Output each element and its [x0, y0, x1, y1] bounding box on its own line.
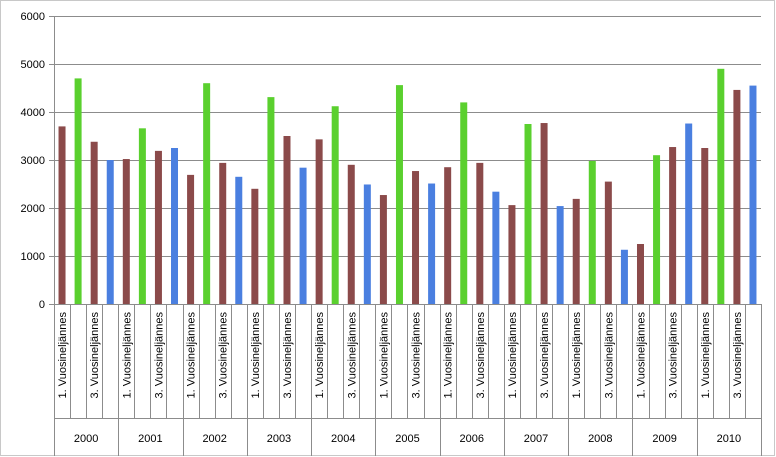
- quarter-label: 3. Vuosineljännes: [346, 312, 358, 399]
- bar-2004-q3: [347, 164, 355, 304]
- year-label: 2005: [395, 433, 419, 445]
- quarter-label: 1. Vuosineljännes: [186, 312, 198, 399]
- bar-2009-q3: [669, 147, 677, 304]
- bar-2007-q2: [524, 124, 532, 304]
- quarter-label: 3. Vuosineljännes: [668, 312, 680, 399]
- bar-2001-q3: [154, 150, 162, 304]
- quarter-label: 3. Vuosineljännes: [475, 312, 487, 399]
- bar-2009-q4: [685, 123, 693, 305]
- bar-2003-q3: [283, 136, 291, 304]
- bar-2002-q4: [235, 176, 243, 304]
- y-tick-label: 1000: [21, 251, 45, 263]
- bar-2008-q1: [572, 198, 580, 304]
- bar-2010-q1: [701, 148, 709, 304]
- quarter-label: 1. Vuosineljännes: [700, 312, 712, 399]
- bar-2001-q1: [122, 159, 130, 304]
- bar-2001-q2: [138, 128, 146, 304]
- bar-2005-q2: [395, 85, 403, 305]
- bar-2009-q2: [653, 155, 661, 304]
- x-tick-labels: 1. Vuosineljännes 3. Vuosineljännes 2000 1.…: [57, 312, 744, 445]
- bar-2006-q4: [492, 191, 500, 304]
- axes: [54, 16, 762, 456]
- quarter-label: 1. Vuosineljännes: [378, 312, 390, 399]
- year-label: 2000: [74, 433, 98, 445]
- quarter-label: 1. Vuosineljännes: [121, 312, 133, 399]
- quarter-label: 1. Vuosineljännes: [635, 312, 647, 399]
- y-tick-labels: 0 1000 2000 3000 4000 5000 6000: [21, 11, 45, 311]
- year-label: 2008: [588, 433, 612, 445]
- quarter-label: 3. Vuosineljännes: [411, 312, 423, 399]
- bar-2000-q1: [58, 126, 66, 305]
- bar-2003-q1: [251, 188, 259, 304]
- bar-2006-q1: [444, 167, 452, 304]
- y-tick-label: 6000: [21, 11, 45, 23]
- bar-2001-q4: [171, 148, 179, 304]
- quarter-label: 1. Vuosineljännes: [507, 312, 519, 399]
- year-label: 2006: [460, 433, 484, 445]
- bar-2010-q3: [733, 89, 741, 304]
- year-label: 2002: [202, 433, 226, 445]
- quarter-label: 3. Vuosineljännes: [153, 312, 165, 399]
- bar-2010-q2: [717, 68, 725, 304]
- quarter-label: 3. Vuosineljännes: [218, 312, 230, 399]
- y-tick-label: 3000: [21, 155, 45, 167]
- y-tick-label: 2000: [21, 203, 45, 215]
- year-label: 2004: [331, 433, 355, 445]
- quarter-label: 1. Vuosineljännes: [443, 312, 455, 399]
- bar-2010-q4: [749, 85, 757, 304]
- year-label: 2001: [138, 433, 162, 445]
- bar-2000-q4: [106, 160, 114, 304]
- year-label: 2007: [524, 433, 548, 445]
- quarter-label: 1. Vuosineljännes: [314, 312, 326, 399]
- bar-2004-q2: [331, 106, 339, 305]
- bar-2003-q2: [267, 97, 275, 305]
- bar-2008-q2: [588, 160, 596, 304]
- y-tick-label: 5000: [21, 59, 45, 71]
- bar-2002-q2: [203, 83, 211, 304]
- bar-2006-q2: [460, 102, 468, 305]
- bar-2000-q3: [90, 141, 98, 304]
- year-label: 2009: [652, 433, 676, 445]
- bar-2002-q3: [219, 162, 227, 304]
- quarter-label: 3. Vuosineljännes: [603, 312, 615, 399]
- bar-2003-q4: [299, 167, 307, 304]
- quarter-label: 3. Vuosineljännes: [539, 312, 551, 399]
- bar-2002-q1: [187, 174, 195, 304]
- quarter-label: 1. Vuosineljännes: [57, 312, 69, 399]
- bar-2005-q4: [428, 183, 436, 304]
- bar-2004-q4: [363, 184, 371, 304]
- bar-2005-q3: [412, 171, 420, 304]
- quarter-label: 1. Vuosineljännes: [250, 312, 262, 399]
- y-tick-label: 0: [39, 299, 45, 311]
- bar-2007-q1: [508, 205, 516, 304]
- bar-2006-q3: [476, 162, 484, 304]
- bar-2005-q1: [379, 195, 387, 304]
- bar-2000-q2: [74, 78, 82, 305]
- year-label: 2010: [717, 433, 741, 445]
- bar-2007-q4: [556, 206, 564, 304]
- bar-2009-q1: [636, 244, 644, 304]
- y-tick-label: 4000: [21, 107, 45, 119]
- bar-2008-q4: [620, 249, 628, 304]
- quarter-label: 3. Vuosineljännes: [732, 312, 744, 399]
- bar-2007-q3: [540, 123, 548, 304]
- quarter-label: 3. Vuosineljännes: [282, 312, 294, 399]
- quarter-label: 3. Vuosineljännes: [89, 312, 101, 399]
- bar-2008-q3: [604, 181, 612, 304]
- quarter-label: 1. Vuosineljännes: [571, 312, 583, 399]
- bar-2004-q1: [315, 139, 323, 304]
- year-label: 2003: [267, 433, 291, 445]
- bars: [58, 68, 757, 305]
